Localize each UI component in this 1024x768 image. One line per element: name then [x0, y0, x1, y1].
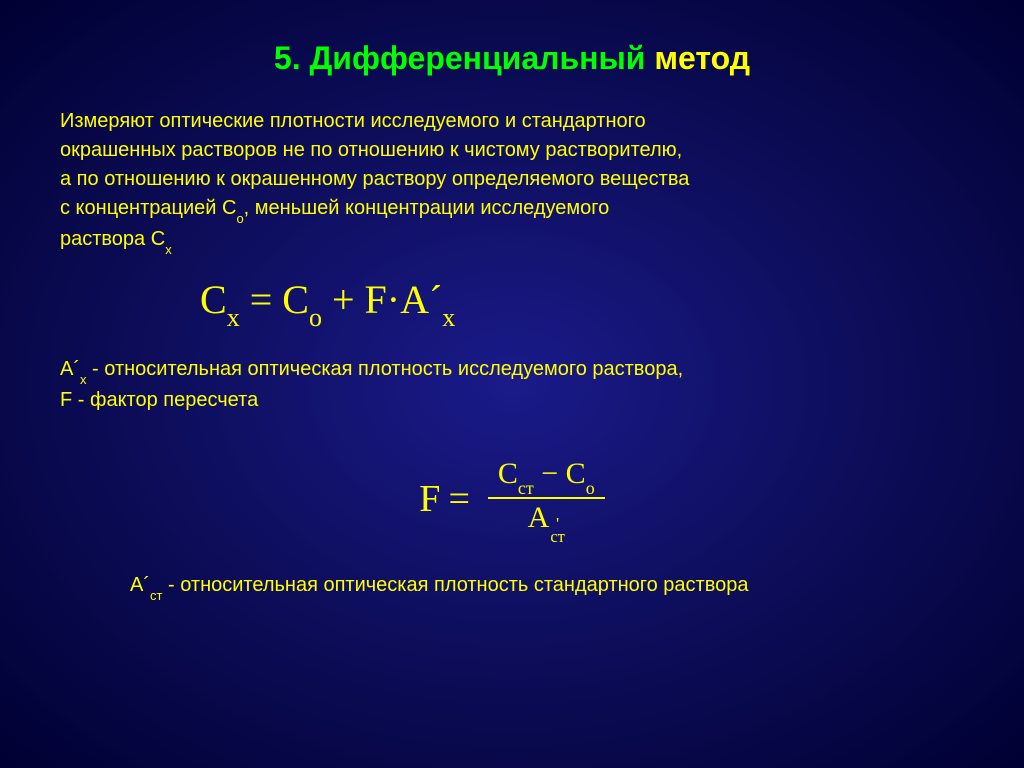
para-line-4: с концентрацией Со, меньшей концентрации…	[60, 194, 964, 225]
equation-main: Сx = Со + F·A´x	[200, 276, 964, 329]
para-line-2: окрашенных растворов не по отношению к ч…	[60, 136, 964, 165]
equation-factor: F = Сст − Со A'ст	[60, 455, 964, 543]
def-1: A´x - относительная оптическая плотность…	[60, 354, 964, 386]
para-line-1: Измеряют оптические плотности исследуемо…	[60, 107, 964, 136]
slide-title: 5. Дифференциальный метод	[60, 40, 964, 77]
fraction-denominator: A'ст	[518, 499, 575, 543]
para-line-5: раствора Сx	[60, 225, 964, 256]
definitions-block: A´x - относительная оптическая плотность…	[60, 354, 964, 416]
para-line-3: а по отношению к окрашенному раствору оп…	[60, 165, 964, 194]
intro-paragraph: Измеряют оптические плотности исследуемо…	[60, 107, 964, 256]
title-green: Дифференциальный	[309, 40, 645, 76]
fraction: Сст − Со A'ст	[488, 455, 605, 543]
title-number: 5.	[274, 40, 301, 76]
title-yellow: метод	[654, 40, 750, 76]
def-2: F - фактор пересчета	[60, 385, 964, 415]
fraction-numerator: Сст − Со	[488, 455, 605, 497]
footnote: A´ст - относительная оптическая плотност…	[130, 574, 964, 599]
